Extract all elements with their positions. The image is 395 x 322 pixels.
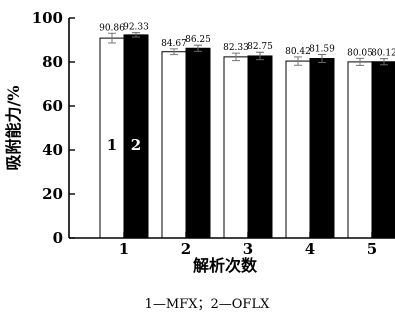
y-tick-label: 100 — [32, 9, 63, 27]
in-bar-series-label: 1 — [107, 136, 117, 154]
x-tick-label: 1 — [119, 240, 129, 258]
data-label: 92.33 — [123, 23, 149, 33]
data-label: 86.25 — [185, 35, 211, 45]
x-tick-label: 2 — [181, 240, 191, 258]
data-label: 80.12 — [371, 49, 395, 59]
bar-series-2-cat-1 — [123, 34, 149, 239]
y-ticks: 0 20 40 60 80 100 — [32, 9, 75, 247]
data-label: 80.05 — [347, 48, 373, 58]
x-tick-label: 3 — [243, 240, 253, 258]
bar-series-1-cat-5 — [347, 61, 373, 239]
data-label: 82.33 — [223, 43, 249, 53]
y-tick-label: 20 — [42, 185, 63, 203]
bars — [99, 34, 395, 239]
data-label: 81.59 — [309, 45, 335, 55]
bar-series-2-cat-5 — [371, 61, 395, 239]
bar-series-1-cat-1 — [99, 37, 125, 239]
bar-series-2-cat-3 — [247, 55, 273, 239]
y-tick-label: 80 — [42, 53, 63, 71]
bar-series-2-cat-2 — [185, 47, 211, 239]
bar-series-1-cat-2 — [161, 51, 187, 239]
x-ticks: 1 2 3 4 5 — [119, 232, 377, 258]
data-label: 84.67 — [161, 39, 187, 49]
x-axis-label: 解析次数 — [193, 256, 258, 275]
data-label: 90.86 — [99, 23, 125, 33]
y-tick-label: 60 — [42, 97, 63, 115]
x-tick-label: 4 — [305, 240, 315, 258]
y-tick-label: 0 — [53, 229, 63, 247]
y-axis-label: 吸附能力/% — [4, 85, 23, 170]
data-label: 82.75 — [247, 42, 273, 52]
bar-series-1-cat-4 — [285, 60, 311, 239]
legend-caption: 1—MFX；2—OFLX — [145, 297, 270, 312]
in-bar-series-label: 2 — [131, 136, 141, 154]
data-label: 80.42 — [285, 47, 311, 57]
error-bars — [108, 32, 388, 66]
y-tick-label: 40 — [42, 141, 63, 159]
bar-series-2-cat-4 — [309, 58, 335, 239]
bar-series-1-cat-3 — [223, 56, 249, 239]
x-tick-label: 5 — [367, 240, 377, 258]
